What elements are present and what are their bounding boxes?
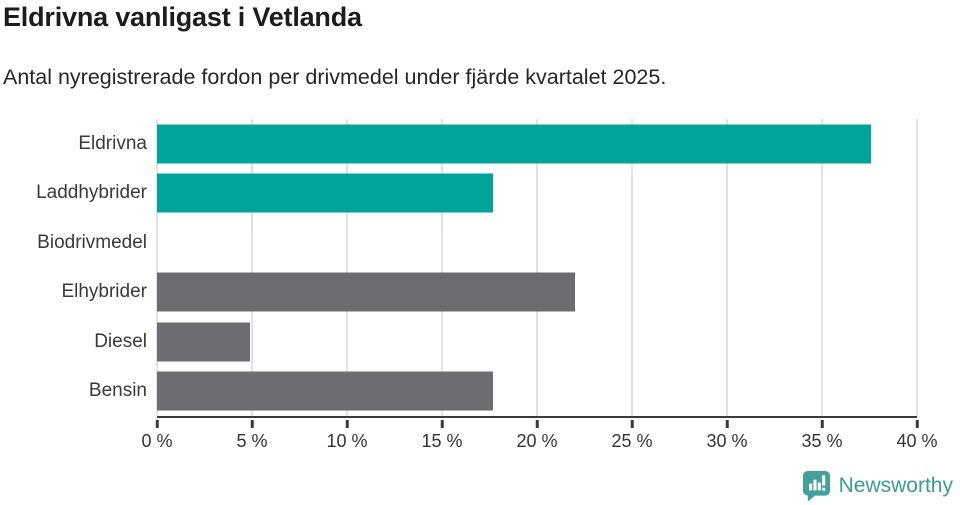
x-axis: 0 % 5 % 10 % 15 % 20 % 25 % 30 % 35 % 40 %	[141, 419, 938, 464]
axis-tick	[250, 419, 254, 428]
gridline	[441, 119, 443, 416]
category-label: Diesel	[94, 330, 147, 352]
bar	[157, 371, 494, 411]
axis-tick-label: 15 %	[421, 430, 463, 451]
gridline	[251, 119, 253, 416]
axis-tick-label: 5 %	[236, 430, 268, 451]
axis-tick	[440, 419, 444, 428]
bar	[157, 124, 872, 164]
axis-tick-label: 25 %	[611, 430, 653, 451]
axis-tick	[820, 419, 824, 428]
gridline	[726, 119, 728, 416]
bar	[157, 322, 251, 362]
grid-layer	[156, 119, 918, 416]
category-label: Biodrivmedel	[37, 231, 147, 253]
axis-tick	[155, 419, 159, 428]
gridline	[346, 119, 348, 416]
rows-layer: Eldrivna Laddhybrider Biodrivmedel Elhybrid…	[36, 119, 917, 417]
bar-row: Laddhybrider	[36, 169, 917, 219]
bar-row: Biodrivmedel	[37, 218, 917, 268]
axis-tick	[915, 419, 919, 428]
axis-tick	[345, 419, 349, 428]
bar-row: Elhybrider	[61, 268, 917, 318]
axis-tick-label: 20 %	[516, 430, 558, 451]
brand-footer: Newsworthy	[801, 469, 953, 502]
category-label: Bensin	[88, 380, 147, 402]
brand-name: Newsworthy	[838, 473, 953, 497]
gridline	[821, 119, 823, 416]
chart-title: Eldrivna vanligast i Vetlanda	[3, 2, 362, 32]
axis-tick-label: 35 %	[801, 430, 843, 451]
bar-row: Bensin	[89, 367, 917, 417]
axis-tick-label: 0 %	[141, 430, 173, 451]
bar-row: Diesel	[94, 317, 917, 367]
newsworthy-logo-icon	[802, 470, 830, 502]
gridline	[916, 119, 918, 416]
axis-tick-label: 30 %	[706, 430, 748, 451]
axis-tick-label: 40 %	[896, 430, 938, 451]
plot-area: Eldrivna Laddhybrider Biodrivmedel Elhybrid…	[36, 119, 918, 418]
axis-tick-label: 10 %	[326, 430, 368, 451]
chart-subtitle: Antal nyregistrerade fordon per drivmede…	[3, 65, 667, 89]
gridline	[156, 119, 158, 416]
bar-row: Eldrivna	[78, 119, 917, 169]
category-label: Eldrivna	[78, 132, 147, 154]
axis-tick	[630, 419, 634, 428]
category-label: Laddhybrider	[36, 182, 147, 204]
gridline	[631, 119, 633, 416]
category-label: Elhybrider	[61, 281, 147, 303]
gridline	[536, 119, 538, 416]
bar	[157, 173, 494, 213]
axis-tick	[725, 419, 729, 428]
bar	[157, 272, 575, 312]
axis-tick	[535, 419, 539, 428]
